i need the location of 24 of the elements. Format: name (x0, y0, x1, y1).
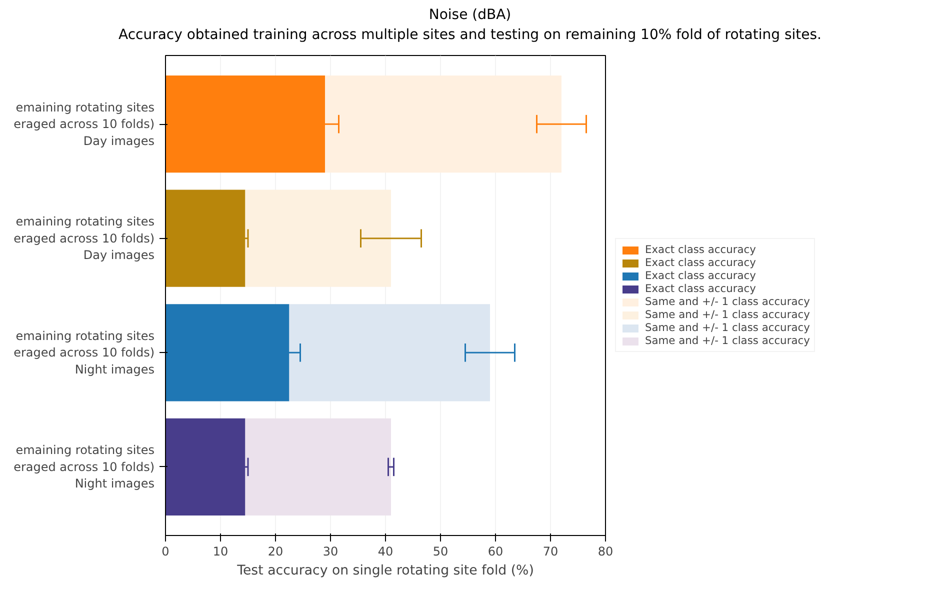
legend-label: Same and +/- 1 class accuracy (645, 334, 810, 347)
legend-label: Same and +/- 1 class accuracy (645, 308, 810, 321)
legend-label: Exact class accuracy (645, 243, 756, 256)
legend-label: Exact class accuracy (645, 269, 756, 282)
x-tick-label: 0 (162, 544, 170, 558)
y-tick-label: emaining rotating sites eraged across 10 folds) Day images (14, 214, 155, 262)
legend-label: Same and +/- 1 class accuracy (645, 321, 810, 334)
y-tick-label: emaining rotating sites eraged across 10 folds) Night images (14, 328, 155, 376)
chart-title: Noise (dBA) (428, 6, 512, 25)
y-tick-label: emaining rotating sites eraged across 10 folds) Day images (14, 100, 155, 148)
x-tick-label: 40 (378, 544, 394, 558)
legend-label: Exact class accuracy (645, 282, 756, 295)
legend-label: Exact class accuracy (645, 256, 756, 269)
x-tick-label: 20 (268, 544, 284, 558)
x-tick-label: 60 (488, 544, 504, 558)
x-axis-title: Test accuracy on single rotating site fold (%) (236, 564, 534, 578)
x-tick-label: 30 (322, 544, 338, 558)
x-tick-label: 10 (212, 544, 228, 558)
x-tick-label: 70 (542, 544, 558, 558)
y-tick-label: emaining rotating sites eraged across 10 folds) Night images (14, 443, 155, 491)
x-tick-label: 50 (432, 544, 448, 558)
chart-subtitle: Accuracy obtained training across multiple sites and testing on remaining 10% fold of rotating sites. (118, 26, 822, 45)
legend-label: Same and +/- 1 class accuracy (645, 295, 810, 308)
x-tick-label: 80 (598, 544, 614, 558)
